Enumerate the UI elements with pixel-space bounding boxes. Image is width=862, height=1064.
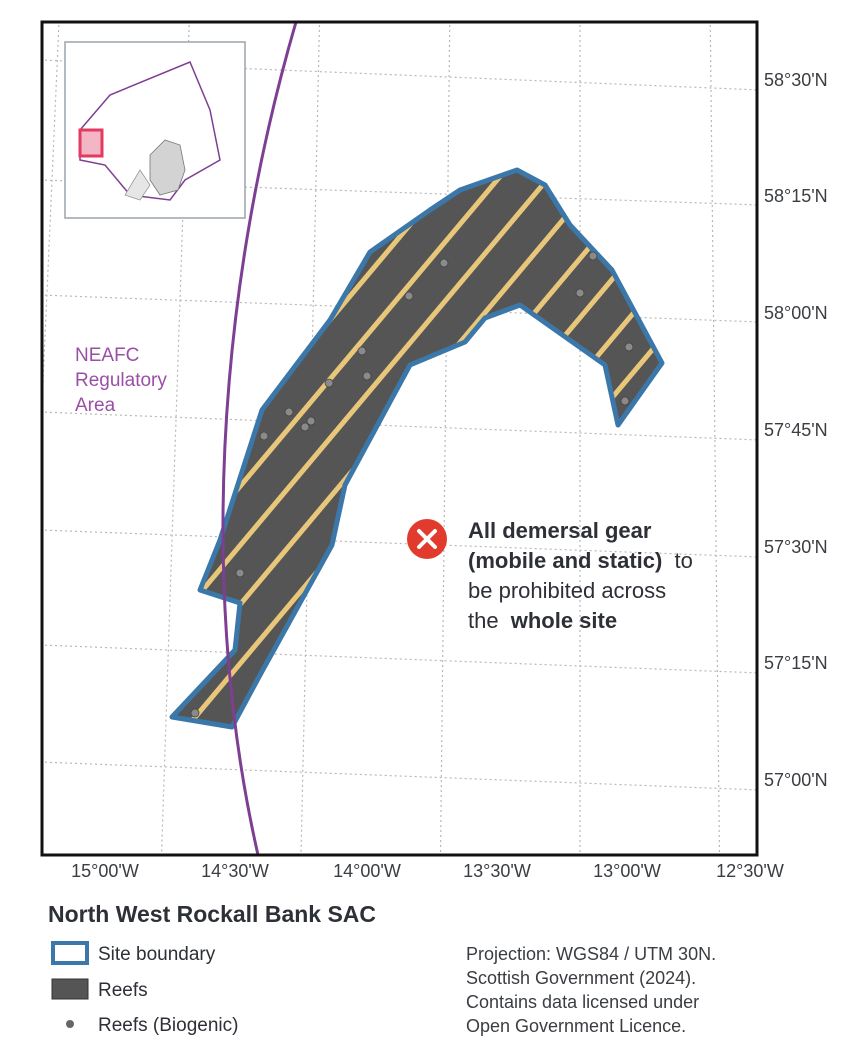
lon-label: 13°30'W bbox=[463, 861, 531, 881]
note-line: Projection: WGS84 / UTM 30N. bbox=[466, 944, 716, 964]
lat-label: 57°15'N bbox=[764, 653, 828, 673]
annotation-text-part: to bbox=[674, 548, 692, 573]
legend-label: Reefs bbox=[98, 980, 148, 1001]
legend: Site boundary Reefs Reefs (Biogenic) bbox=[51, 941, 238, 1036]
legend-label: Site boundary bbox=[98, 944, 216, 965]
lon-label: 13°00'W bbox=[593, 861, 661, 881]
lon-label: 14°30'W bbox=[201, 861, 269, 881]
lat-label: 57°30'N bbox=[764, 537, 828, 557]
legend-swatch bbox=[51, 941, 89, 965]
note-line: Open Government Licence. bbox=[466, 1016, 686, 1036]
lat-label: 58°30'N bbox=[764, 70, 828, 90]
annotation-bold: (mobile and static) bbox=[468, 548, 662, 573]
lat-label: 58°00'N bbox=[764, 303, 828, 323]
lon-labels: 15°00'W 14°30'W 14°00'W 13°30'W 13°00'W … bbox=[71, 861, 784, 881]
inset-map bbox=[64, 41, 246, 219]
map-frame bbox=[40, 20, 759, 857]
biogenic-reefs bbox=[190, 251, 634, 718]
map-area: NEAFC Regulatory Area All demersal gear … bbox=[42, 22, 757, 855]
annotation-text-part: be prohibited across bbox=[468, 578, 666, 603]
annotation-text-part: the bbox=[468, 608, 499, 633]
lat-label: 57°45'N bbox=[764, 420, 828, 440]
region-label: NEAFC Regulatory Area bbox=[75, 345, 172, 416]
annotation-bold: whole site bbox=[510, 608, 617, 633]
note-line: Contains data licensed under bbox=[466, 992, 699, 1012]
legend-label: Reefs (Biogenic) bbox=[98, 1015, 238, 1036]
note-line: Scottish Government (2024). bbox=[466, 968, 696, 988]
annotation-text: All demersal gear (mobile and static) to… bbox=[468, 518, 699, 633]
lon-label: 14°00'W bbox=[333, 861, 401, 881]
neafc-boundary bbox=[221, 22, 298, 855]
source-note: Projection: WGS84 / UTM 30N. Scottish Go… bbox=[466, 944, 716, 1036]
lon-label: 15°00'W bbox=[71, 861, 139, 881]
legend-swatch bbox=[51, 978, 89, 1000]
lat-labels: 58°30'N 58°15'N 58°00'N 57°45'N 57°30'N … bbox=[764, 70, 828, 790]
annotation: All demersal gear (mobile and static) to… bbox=[407, 518, 699, 633]
lat-label: 57°00'N bbox=[764, 770, 828, 790]
lat-label: 58°15'N bbox=[764, 186, 828, 206]
lon-label: 12°30'W bbox=[716, 861, 784, 881]
region-label-line: Area bbox=[75, 395, 116, 416]
site-boundary-reefs bbox=[169, 167, 665, 730]
annotation-bold: All demersal gear bbox=[468, 518, 652, 543]
legend-swatch bbox=[66, 1020, 74, 1028]
region-label-line: NEAFC bbox=[75, 345, 139, 366]
region-label-line: Regulatory bbox=[75, 370, 167, 391]
title: North West Rockall Bank SAC bbox=[48, 901, 376, 927]
